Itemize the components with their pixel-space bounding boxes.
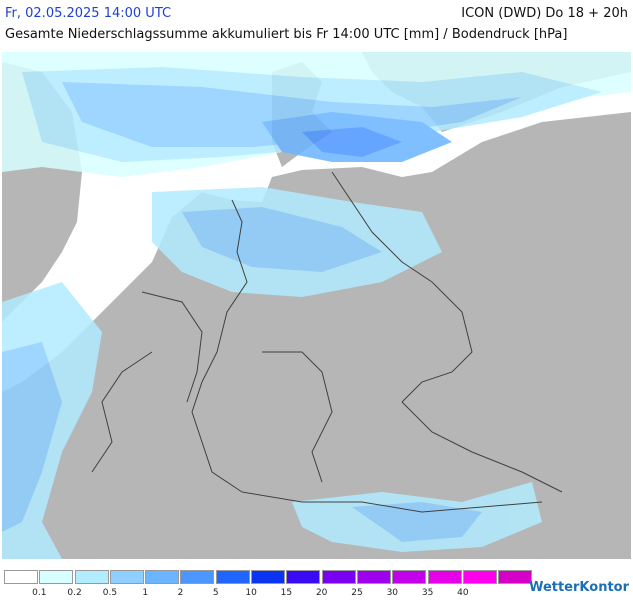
legend-label: 15 xyxy=(280,588,293,598)
precip-legend-labels: 0.1 0.2 0.5 1 2 5 10 15 20 25 30 35 40 xyxy=(4,588,504,600)
precipitation-map xyxy=(2,52,631,559)
legend-swatch xyxy=(251,570,286,584)
legend-label: 35 xyxy=(421,588,434,598)
legend-swatch xyxy=(109,570,144,584)
legend-label: 30 xyxy=(386,588,399,598)
map-subtitle: Gesamte Niederschlagssumme akkumuliert b… xyxy=(5,27,568,42)
legend-swatch xyxy=(74,570,109,584)
brand-logo: WetterKontor xyxy=(529,580,629,595)
legend-label: 1 xyxy=(142,588,149,598)
legend-swatch xyxy=(145,570,180,584)
legend-label: 25 xyxy=(351,588,363,598)
legend-label: 0.5 xyxy=(102,588,118,598)
legend-swatch xyxy=(498,570,533,584)
legend-label: 0.2 xyxy=(67,588,82,598)
legend-swatch xyxy=(356,570,391,584)
legend-label: 20 xyxy=(315,588,328,598)
country-borders xyxy=(91,171,563,513)
legend-swatch xyxy=(321,570,356,584)
legend-swatch xyxy=(427,570,462,584)
precip-legend-swatches xyxy=(4,570,533,584)
legend-label: 0.1 xyxy=(32,588,47,598)
legend-label: 5 xyxy=(212,588,219,598)
legend-swatch xyxy=(215,570,250,584)
legend-label: 10 xyxy=(245,588,257,598)
legend-swatch xyxy=(462,570,497,584)
precip-layer xyxy=(2,52,631,559)
legend-label: 2 xyxy=(177,588,184,598)
legend-label: 40 xyxy=(457,588,469,598)
forecast-valid-time: Fr, 02.05.2025 14:00 UTC xyxy=(5,6,172,21)
map-header: Fr, 02.05.2025 14:00 UTC ICON (DWD) Do 1… xyxy=(0,0,633,50)
model-run-label: ICON (DWD) Do 18 + 20h xyxy=(461,6,628,21)
legend-swatch xyxy=(286,570,321,584)
legend-swatch xyxy=(4,570,38,584)
legend-swatch xyxy=(392,570,427,584)
legend-swatch xyxy=(39,570,74,584)
legend-swatch xyxy=(180,570,215,584)
